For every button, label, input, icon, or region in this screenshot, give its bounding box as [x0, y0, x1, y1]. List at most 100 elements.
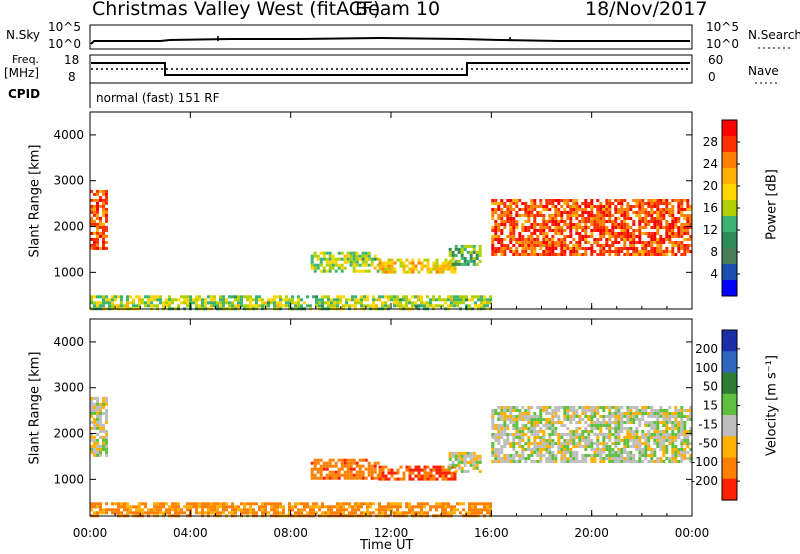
power-cell	[638, 205, 642, 208]
power-cell	[680, 199, 684, 202]
power-cell	[677, 199, 681, 202]
vel-cell	[120, 502, 123, 506]
vel-cell	[527, 412, 531, 415]
vel-cell	[506, 433, 510, 436]
power-cell	[310, 254, 314, 258]
vel-cell	[246, 502, 249, 506]
vel-cell	[653, 409, 657, 412]
vel-cell	[638, 454, 642, 457]
power-cell	[129, 301, 132, 305]
power-cell	[486, 298, 489, 302]
vel-cell	[393, 477, 397, 481]
vel-cell	[605, 433, 609, 436]
vel-cell	[294, 511, 297, 515]
vel-cell	[276, 511, 279, 515]
vel-cell	[533, 418, 537, 421]
vel-cell	[536, 430, 540, 433]
vel-cell	[521, 457, 525, 460]
vel-cell	[313, 473, 317, 477]
vel-cell	[319, 467, 323, 471]
vel-cell	[102, 411, 105, 415]
vel-cell	[578, 418, 582, 421]
power-cell	[536, 229, 540, 232]
vel-cell	[650, 406, 654, 409]
power-cell	[599, 205, 603, 208]
vel-cell	[132, 511, 135, 515]
vel-cell	[518, 430, 522, 433]
power-cell	[530, 211, 534, 214]
power-cell	[342, 295, 345, 299]
vel-cell	[322, 476, 326, 480]
power-cell	[542, 244, 546, 247]
power-cell	[105, 192, 108, 196]
power-cell	[90, 301, 93, 305]
power-cell	[334, 260, 338, 264]
power-cell	[96, 237, 99, 241]
power-cell	[491, 199, 495, 202]
power-cell	[605, 214, 609, 217]
power-cell	[417, 258, 421, 262]
power-cell	[674, 241, 678, 244]
power-cell	[596, 211, 600, 214]
vel-cell	[605, 454, 609, 457]
vel-cell	[617, 454, 621, 457]
vel-cell	[144, 502, 147, 506]
power-cell	[686, 244, 690, 247]
power-cell	[509, 214, 513, 217]
vel-cell	[336, 505, 339, 509]
power-cell	[623, 235, 627, 238]
power-cell	[656, 250, 660, 253]
vel-cell	[267, 511, 270, 515]
power-cell	[313, 263, 317, 267]
vel-cell	[93, 444, 96, 448]
vel-cell	[450, 477, 454, 481]
power-cell	[494, 238, 498, 241]
vel-cell	[387, 471, 391, 475]
vel-cell	[325, 464, 329, 468]
power-cell	[165, 301, 168, 305]
power-cell	[357, 298, 360, 302]
vel-cell	[530, 418, 534, 421]
power-cell	[650, 220, 654, 223]
vel-cell	[521, 451, 525, 454]
vel-cell	[608, 436, 612, 439]
vel-cell	[318, 508, 321, 512]
vel-cell	[509, 457, 513, 460]
vel-cell	[683, 430, 687, 433]
vel-cell	[366, 511, 369, 515]
vel-cell	[644, 409, 648, 412]
power-cell	[620, 220, 624, 223]
power-cell	[620, 214, 624, 217]
vel-cell	[423, 468, 427, 472]
vel-cell	[396, 471, 400, 475]
power-cell	[96, 243, 99, 247]
vel-cell	[387, 468, 391, 472]
power-cell	[569, 226, 573, 229]
power-cell	[364, 269, 368, 273]
vel-cell	[671, 433, 675, 436]
vel-cell	[506, 457, 510, 460]
power-cell	[328, 263, 332, 267]
power-cell	[373, 257, 377, 261]
power-cell	[102, 240, 105, 244]
vel-cell	[638, 412, 642, 415]
power-cell	[360, 301, 363, 305]
vel-cell	[578, 433, 582, 436]
vel-cell	[659, 415, 663, 418]
power-cell	[345, 301, 348, 305]
power-cell	[524, 244, 528, 247]
vel-cell	[279, 502, 282, 506]
power-cell	[569, 214, 573, 217]
vel-cell	[566, 457, 570, 460]
power-cell	[644, 211, 648, 214]
vel-cell	[330, 508, 333, 512]
vel-cell	[614, 430, 618, 433]
power-cell	[677, 217, 681, 220]
vel-cell	[590, 460, 594, 463]
vel-cell	[396, 468, 400, 472]
vel-cell	[575, 454, 579, 457]
power-cell	[578, 226, 582, 229]
vel-cell	[629, 418, 633, 421]
vel-cell	[584, 442, 588, 445]
vel-cell	[563, 415, 567, 418]
